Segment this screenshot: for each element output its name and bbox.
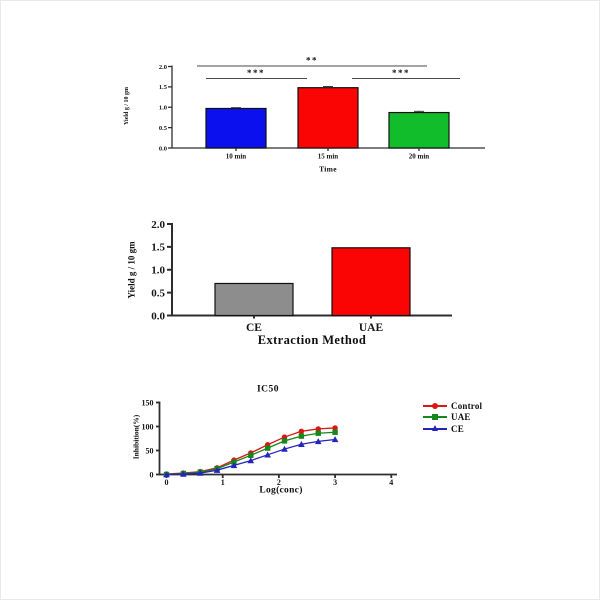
data-point-triangle bbox=[281, 445, 288, 452]
chart-ic50-dose-response: 0 50 100 150 0 1 2 3 4 bbox=[142, 398, 397, 487]
uae-series-marker-icon bbox=[423, 413, 447, 421]
significance-label: *** bbox=[247, 68, 265, 78]
y-tick-label: 2.0 bbox=[159, 64, 167, 71]
significance-label: *** bbox=[392, 68, 410, 78]
bar-uae bbox=[331, 247, 411, 317]
legend-item-ce: CE bbox=[423, 423, 482, 435]
x-category-label: CE bbox=[246, 322, 262, 334]
legend-item-control: Control bbox=[423, 400, 482, 412]
y-tick-label: 1.5 bbox=[159, 84, 168, 91]
x-tick-label: 0 bbox=[165, 478, 169, 487]
x-category-label: 10 min bbox=[226, 153, 247, 161]
x-category-label: 15 min bbox=[318, 153, 339, 161]
data-point-triangle bbox=[196, 469, 204, 476]
chart3-legend: Control UAE CE bbox=[423, 400, 482, 435]
y-tick-label: 2.0 bbox=[151, 219, 165, 231]
legend-label-control: Control bbox=[451, 400, 483, 411]
data-point-triangle bbox=[163, 471, 170, 478]
data-point-triangle bbox=[180, 470, 187, 477]
legend-item-uae: UAE bbox=[423, 412, 482, 424]
significance-label: ** bbox=[306, 56, 318, 66]
y-tick-label: 150 bbox=[142, 398, 154, 407]
chart1-x-axis-label: Time bbox=[319, 164, 337, 174]
data-point-triangle bbox=[230, 462, 238, 469]
bar-10-min bbox=[205, 107, 267, 149]
chart2-y-axis-label: Yield g / 10 gm bbox=[126, 241, 137, 299]
y-tick-label: 0 bbox=[150, 470, 154, 479]
data-point-square bbox=[248, 452, 254, 458]
chart3-x-axis-label: Log(conc) bbox=[259, 485, 303, 496]
chart3-y-axis-label: Inhibition(%) bbox=[131, 414, 141, 460]
x-category-label: UAE bbox=[359, 322, 384, 334]
chart-yield-vs-time: 0.00.51.01.52.010 min 15 min 20 min***** **… bbox=[159, 56, 485, 161]
data-point-circle bbox=[315, 426, 321, 432]
data-point-square bbox=[231, 459, 237, 465]
data-point-square bbox=[332, 429, 338, 435]
bar-20-min bbox=[388, 111, 450, 149]
data-point-triangle bbox=[247, 457, 255, 464]
chart3-title: IC50 bbox=[256, 384, 280, 395]
data-point-triangle bbox=[264, 451, 271, 458]
chart2-x-axis-label: Extraction Method bbox=[257, 332, 367, 347]
data-point-square bbox=[298, 433, 305, 439]
y-tick-label: 0.0 bbox=[151, 310, 165, 322]
x-tick-label: 2 bbox=[277, 478, 281, 487]
data-point-square bbox=[264, 445, 271, 451]
chart-yield-vs-extraction-method: 0.0 0.5 1.0 1.5 2.0 CE UAE bbox=[151, 219, 452, 334]
y-tick-label: 100 bbox=[142, 422, 154, 431]
y-tick-label: 1.0 bbox=[159, 105, 167, 112]
data-point-circle bbox=[298, 428, 305, 434]
bar-15-min bbox=[297, 87, 359, 149]
data-point-square bbox=[315, 430, 321, 436]
data-point-triangle bbox=[213, 466, 221, 473]
control-series-marker-icon bbox=[423, 402, 447, 410]
y-tick-label: 0.5 bbox=[151, 287, 165, 299]
y-tick-label: 0.5 bbox=[159, 125, 168, 132]
data-point-triangle bbox=[314, 438, 322, 445]
legend-label-uae: UAE bbox=[451, 412, 471, 423]
x-category-label: 20 min bbox=[409, 153, 430, 161]
x-tick-label: 3 bbox=[333, 478, 337, 487]
ce-series-marker-icon bbox=[423, 425, 447, 433]
x-tick-label: 4 bbox=[389, 478, 393, 487]
legend-label-ce: CE bbox=[451, 423, 464, 434]
data-point-triangle bbox=[331, 436, 339, 443]
data-point-square bbox=[281, 438, 288, 444]
y-tick-label: 0.0 bbox=[159, 145, 167, 152]
y-tick-label: 1.0 bbox=[151, 265, 165, 277]
x-tick-label: 1 bbox=[221, 478, 225, 487]
bar-ce bbox=[214, 282, 294, 317]
data-point-triangle bbox=[298, 440, 305, 447]
y-tick-label: 50 bbox=[146, 446, 154, 455]
y-tick-label: 1.5 bbox=[151, 242, 165, 254]
data-point-circle bbox=[332, 425, 338, 431]
chart1-y-axis-label: Yield g / 10 gm bbox=[124, 86, 130, 126]
